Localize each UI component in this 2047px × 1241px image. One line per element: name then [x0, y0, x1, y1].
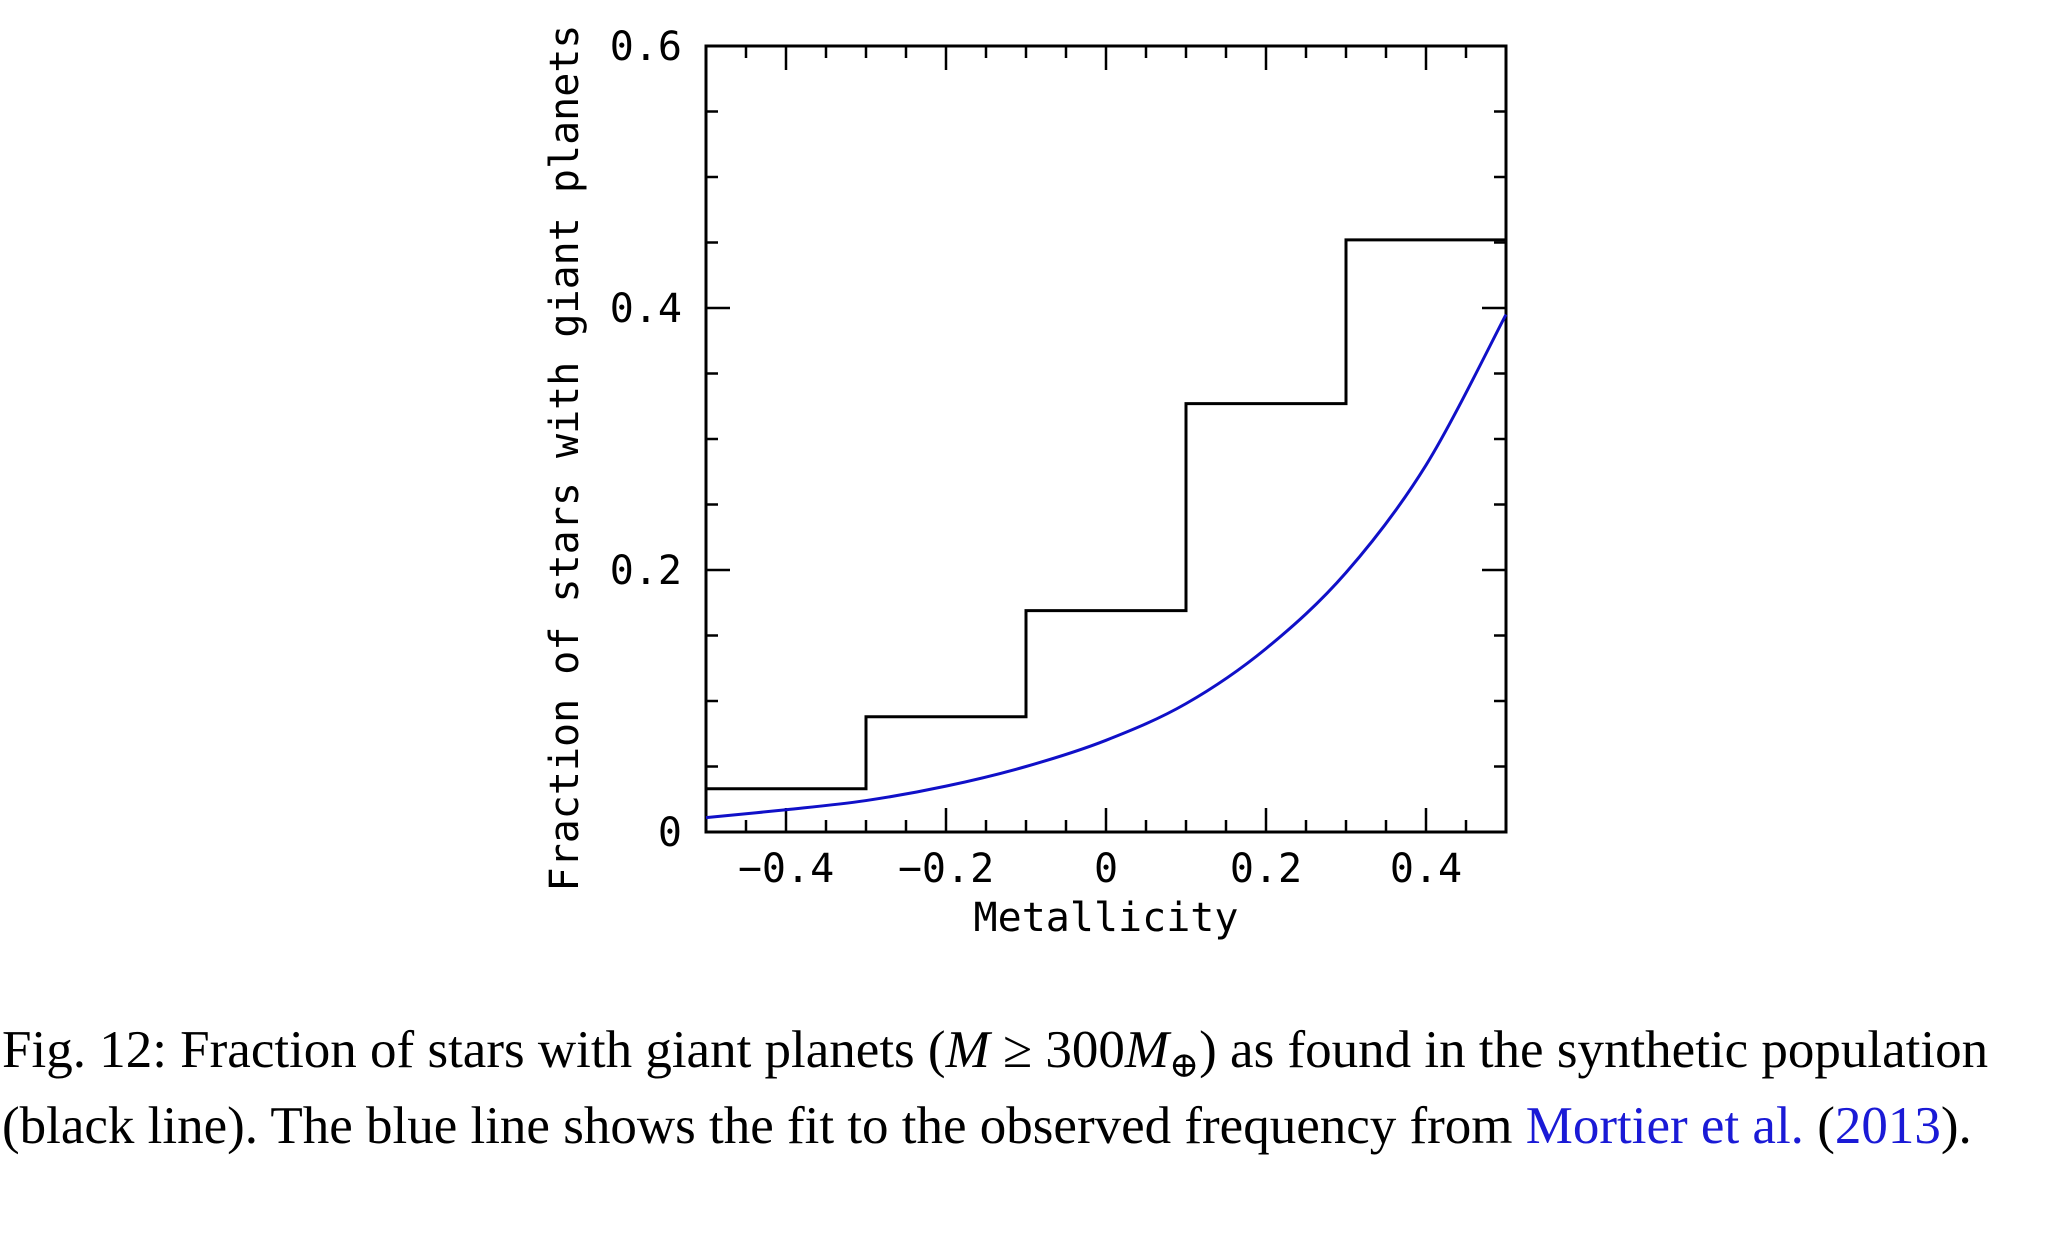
caption-math-m: M [945, 1021, 990, 1079]
y-tick-label: 0.4 [610, 286, 682, 332]
observed-frequency-fit-curve [705, 313, 1508, 820]
caption-mid: ) as found in the synthetic population (… [2, 1021, 1989, 1155]
caption-math-ge: ≥ 300 [989, 1021, 1125, 1079]
plot-frame [704, 44, 1508, 834]
synthetic-population-step-line [706, 238, 1506, 791]
caption-ref-open: ( [1803, 1097, 1835, 1155]
y-tick-label: 0 [658, 810, 682, 856]
x-tick-label: 0.2 [1230, 846, 1302, 892]
x-tick-label: −0.2 [898, 846, 994, 892]
series-layer [705, 238, 1508, 820]
x-axis-ticks: −0.4 −0.2 0 0.2 0.4 [704, 46, 1508, 892]
plot-border [704, 44, 1508, 834]
reference-link-year[interactable]: 2013 [1834, 1097, 1941, 1155]
caption-ref-close: ). [1940, 1097, 1972, 1155]
reference-link-author[interactable]: Mortier et al. [1525, 1097, 1804, 1155]
x-tick-label: 0.4 [1390, 846, 1462, 892]
y-tick-label: 0.6 [610, 24, 682, 70]
caption-prefix: Fig. 12: Fraction of stars with giant pl… [2, 1021, 946, 1079]
y-axis-title: Fraction of stars with giant planets [542, 25, 588, 892]
figure-caption: Fig. 12: Fraction of stars with giant pl… [2, 1012, 2042, 1164]
caption-earth-symbol: ⊕ [1168, 1045, 1200, 1085]
x-tick-label: −0.4 [738, 846, 834, 892]
x-axis-title: Metallicity [974, 895, 1239, 940]
y-tick-label: 0.2 [610, 548, 682, 594]
x-tick-label: 0 [1094, 846, 1118, 892]
caption-math-m-earth: M [1124, 1021, 1169, 1079]
y-axis-ticks: 0 0.2 0.4 0.6 [610, 24, 1506, 856]
chart: −0.4 −0.2 0 0.2 0.4 0 0.2 0.4 0.6 Metallicity F… [542, 24, 1508, 940]
